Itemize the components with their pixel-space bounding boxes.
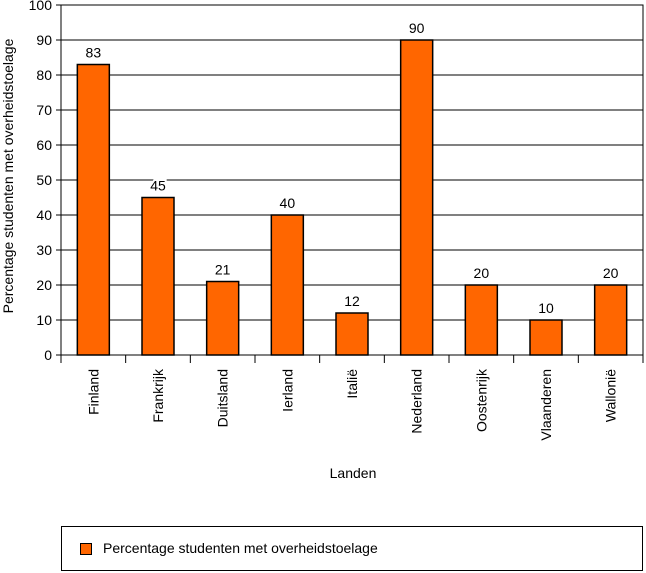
x-tick-label: Nederland (409, 369, 425, 434)
data-label: 12 (344, 293, 360, 309)
bar (76, 63, 111, 356)
bar-chart: 83 45 21 40 12 90 20 10 20 0 10 20 30 40 50 60 70 80 90 10… (0, 0, 644, 481)
data-labels: 83 45 21 40 12 90 20 10 20 (84, 18, 621, 318)
y-tick-label: 70 (36, 102, 52, 118)
x-tick-label: Finland (85, 369, 101, 415)
y-tick-label: 20 (36, 277, 52, 293)
bar (335, 312, 369, 356)
data-label: 90 (409, 20, 425, 36)
y-tick-label: 30 (36, 242, 52, 258)
x-tick-label: Ierland (279, 369, 295, 412)
x-axis-title: Landen (330, 465, 377, 481)
bar (141, 196, 175, 356)
y-tick-label: 40 (36, 207, 52, 223)
x-tick-label: Frankrijk (150, 368, 166, 423)
data-label: 20 (603, 265, 619, 281)
x-tick-labels: Finland Frankrijk Duitsland Ierland Italië Ne… (85, 368, 618, 441)
data-label: 20 (474, 265, 490, 281)
bar (529, 319, 563, 356)
bar (270, 214, 305, 356)
y-tick-label: 90 (36, 32, 52, 48)
plot-frame (60, 4, 644, 356)
x-tick-label: Wallonië (603, 369, 619, 422)
x-tick-label: Duitsland (215, 369, 231, 427)
data-label: 10 (538, 300, 554, 316)
y-tick-label: 80 (36, 67, 52, 83)
y-tick-label: 10 (36, 312, 52, 328)
y-tick-label: 60 (36, 137, 52, 153)
y-axis-title: Percentage studenten met overheidstoelag… (0, 38, 16, 313)
bar (205, 280, 240, 356)
bar (593, 284, 628, 356)
bar (399, 39, 434, 356)
x-tick-label: Vlaanderen (538, 369, 554, 441)
data-label: 83 (86, 45, 102, 61)
x-tick-label: Oostenrijk (473, 368, 489, 432)
data-label: 40 (280, 195, 296, 211)
y-tick-label: 100 (29, 0, 53, 13)
x-tick-label: Italië (344, 369, 360, 399)
axes (56, 4, 644, 363)
bar (464, 284, 499, 356)
legend-swatch (80, 543, 92, 555)
y-tick-labels: 0 10 20 30 40 50 60 70 80 90 100 (29, 0, 53, 363)
legend-label: Percentage studenten met overheidstoelag… (103, 540, 378, 556)
data-label: 45 (150, 178, 166, 194)
y-tick-label: 0 (44, 347, 52, 363)
y-tick-label: 50 (36, 172, 52, 188)
data-label: 21 (215, 262, 231, 278)
legend: Percentage studenten met overheidstoelag… (61, 526, 643, 571)
